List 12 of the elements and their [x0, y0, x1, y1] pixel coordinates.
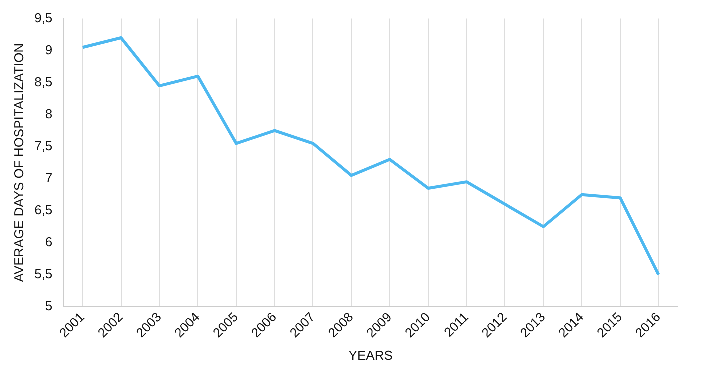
y-tick-label: 6,5	[34, 202, 53, 218]
y-tick-label: 7,5	[34, 138, 53, 154]
y-tick-label: 6	[45, 234, 53, 250]
y-tick-label: 8	[45, 106, 53, 122]
y-tick-label: 8,5	[34, 74, 53, 90]
y-tick-label: 9,5	[34, 10, 53, 26]
y-axis-title: AVERAGE DAYS OF HOSPITALIZATION	[11, 43, 26, 282]
y-tick-label: 7	[45, 170, 53, 186]
y-tick-label: 9	[45, 42, 53, 58]
x-axis-title: YEARS	[348, 348, 394, 363]
y-tick-label: 5,5	[34, 266, 53, 282]
y-tick-label: 5	[45, 298, 53, 314]
